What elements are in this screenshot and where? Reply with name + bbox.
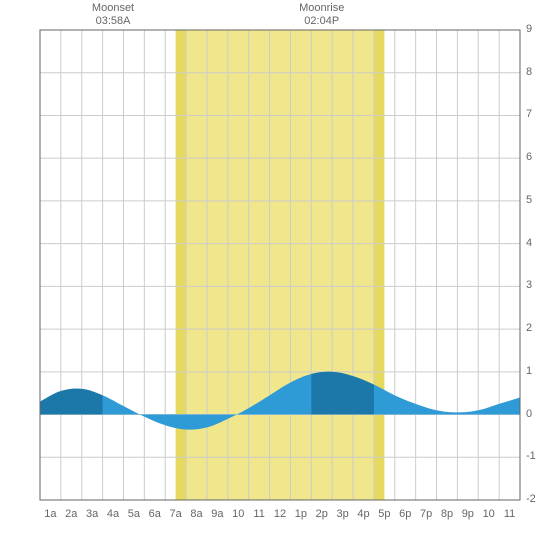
y-tick-label: 4 [526, 237, 532, 249]
moonrise-label-time: 02:04P [292, 15, 352, 28]
y-tick-label: -1 [526, 450, 536, 462]
moonset-label-title: Moonset [83, 2, 143, 15]
y-tick-label: 6 [526, 151, 532, 163]
moonrise-label-title: Moonrise [292, 2, 352, 15]
y-tick-label: 9 [526, 23, 532, 35]
x-tick-label: 3a [82, 508, 102, 520]
chart-svg [0, 0, 550, 550]
x-tick-label: 4p [353, 508, 373, 520]
y-tick-label: 7 [526, 108, 532, 120]
x-tick-label: 9a [207, 508, 227, 520]
y-tick-label: 0 [526, 408, 532, 420]
x-tick-label: 1a [40, 508, 60, 520]
y-tick-label: 8 [526, 66, 532, 78]
moonset-label: Moonset03:58A [83, 2, 143, 28]
y-tick-label: 1 [526, 365, 532, 377]
x-tick-label: 6a [145, 508, 165, 520]
x-tick-label: 7p [416, 508, 436, 520]
x-tick-label: 8p [437, 508, 457, 520]
moonset-label-time: 03:58A [83, 15, 143, 28]
x-tick-label: 8a [187, 508, 207, 520]
x-tick-label: 2a [61, 508, 81, 520]
x-tick-label: 11 [500, 508, 520, 520]
y-tick-label: 3 [526, 279, 532, 291]
y-tick-label: -2 [526, 493, 536, 505]
x-tick-label: 4a [103, 508, 123, 520]
x-tick-label: 7a [166, 508, 186, 520]
y-tick-label: 5 [526, 194, 532, 206]
x-tick-label: 10 [479, 508, 499, 520]
x-tick-label: 10 [228, 508, 248, 520]
moonrise-label: Moonrise02:04P [292, 2, 352, 28]
x-tick-label: 5a [124, 508, 144, 520]
x-tick-label: 3p [333, 508, 353, 520]
x-tick-label: 2p [312, 508, 332, 520]
x-tick-label: 5p [374, 508, 394, 520]
x-tick-label: 9p [458, 508, 478, 520]
x-tick-label: 11 [249, 508, 269, 520]
x-tick-label: 1p [291, 508, 311, 520]
tide-chart: -2-101234567891a2a3a4a5a6a7a8a9a1011121p… [0, 0, 550, 550]
y-tick-label: 2 [526, 322, 532, 334]
x-tick-label: 6p [395, 508, 415, 520]
x-tick-label: 12 [270, 508, 290, 520]
